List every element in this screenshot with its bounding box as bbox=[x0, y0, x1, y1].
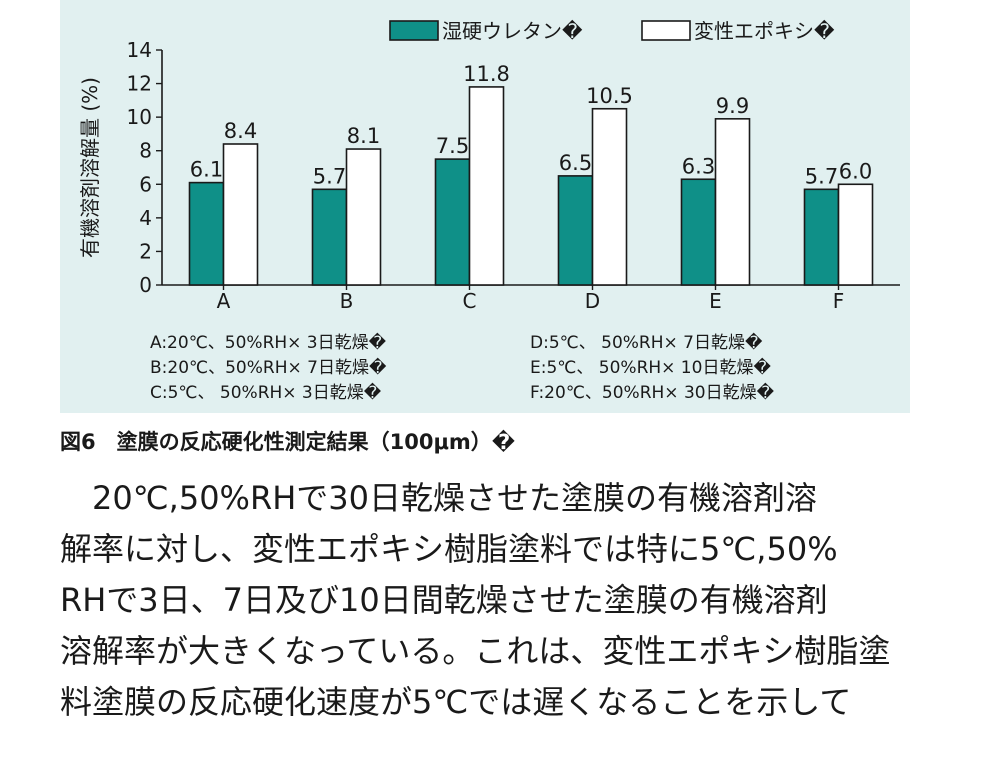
bar-f-series1 bbox=[803, 188, 840, 286]
data-label: 6.5 bbox=[559, 151, 592, 175]
body-line: RHで3日、7日及び10日間乾燥させた塗膜の有機溶剤 bbox=[60, 581, 828, 619]
bar-a-series2 bbox=[222, 143, 259, 286]
bar-e-series1 bbox=[680, 178, 717, 286]
y-tick-label: 6 bbox=[139, 172, 152, 196]
bar-d-series1 bbox=[557, 175, 594, 286]
bar-b-series1 bbox=[311, 188, 348, 286]
bar-chart: 有機溶剤溶解量 (%)024681012146.18.4A5.78.1B7.51… bbox=[78, 19, 900, 313]
condition-d: D:5℃、 50%RH× 7日乾燥� bbox=[530, 333, 763, 353]
data-label: 11.8 bbox=[463, 62, 510, 86]
bar-a-series1 bbox=[188, 181, 225, 286]
condition-b: B:20℃、50%RH× 7日乾燥� bbox=[150, 358, 387, 378]
y-tick-label: 12 bbox=[127, 72, 152, 96]
legend-label-series1: 湿硬ウレタン� bbox=[442, 19, 583, 43]
bar-f-series2 bbox=[837, 183, 874, 286]
body-line: 溶解率が大きくなっている。これは、変性エポキシ樹脂塗 bbox=[60, 632, 891, 670]
bar-d-series2 bbox=[591, 107, 628, 286]
x-tick-label: B bbox=[340, 289, 354, 313]
figure-caption: 図6 塗膜の反応硬化性測定結果（100μm）� bbox=[60, 430, 516, 454]
bar-b-series2 bbox=[345, 148, 382, 286]
condition-c: C:5℃、 50%RH× 3日乾燥� bbox=[150, 383, 382, 403]
data-label: 6.3 bbox=[682, 154, 715, 178]
legend-swatch-series1 bbox=[389, 20, 439, 41]
body-line: 20℃,50%RHで30日乾燥させた塗膜の有機溶剤溶 bbox=[60, 479, 817, 517]
y-tick-label: 4 bbox=[139, 206, 152, 230]
condition-f: F:20℃、50%RH× 30日乾燥� bbox=[530, 383, 775, 403]
y-tick-label: 8 bbox=[139, 139, 152, 163]
x-tick-label: E bbox=[709, 289, 722, 313]
legend-label-series2: 変性エポキシ� bbox=[694, 19, 835, 43]
x-tick-label: A bbox=[217, 289, 231, 313]
y-tick-label: 2 bbox=[139, 239, 152, 263]
data-label: 8.4 bbox=[224, 119, 257, 143]
y-tick-label: 0 bbox=[139, 273, 152, 297]
data-label: 5.7 bbox=[805, 164, 838, 188]
chart-figure: 有機溶剤溶解量 (%) 0 2 4 6 8 10 12 14 6.1 8.4 A 5.7 8.1 B 7.5 1… bbox=[60, 0, 910, 413]
condition-e: E:5℃、 50%RH× 10日乾燥� bbox=[530, 358, 771, 378]
x-tick-label: D bbox=[585, 289, 600, 313]
body-line: 解率に対し、変性エポキシ樹脂塗料では特に5℃,50% bbox=[60, 530, 838, 568]
bar-c-series1 bbox=[434, 158, 471, 286]
legend-swatch-series2 bbox=[641, 20, 691, 41]
data-label: 7.5 bbox=[436, 134, 469, 158]
data-label: 5.7 bbox=[313, 164, 346, 188]
data-label: 8.1 bbox=[347, 124, 380, 148]
body-paragraph: 20℃,50%RHで30日乾燥させた塗膜の有機溶剤溶 解率に対し、変性エポキシ樹… bbox=[60, 473, 960, 728]
condition-a: A:20℃、50%RH× 3日乾燥� bbox=[150, 333, 387, 353]
data-label: 10.5 bbox=[586, 84, 633, 108]
x-tick-label: F bbox=[833, 289, 845, 313]
bar-e-series2 bbox=[714, 118, 751, 286]
data-label: 6.1 bbox=[190, 158, 223, 182]
data-label: 6.0 bbox=[839, 159, 872, 183]
data-label: 9.9 bbox=[716, 94, 749, 118]
y-tick-label: 10 bbox=[127, 105, 152, 129]
y-axis-label: 有機溶剤溶解量 (%) bbox=[78, 77, 102, 258]
bar-c-series2 bbox=[468, 86, 505, 286]
y-tick-label: 14 bbox=[127, 38, 152, 62]
body-line: 料塗膜の反応硬化速度が5℃では遅くなることを示して bbox=[60, 683, 852, 721]
x-tick-label: C bbox=[463, 289, 477, 313]
